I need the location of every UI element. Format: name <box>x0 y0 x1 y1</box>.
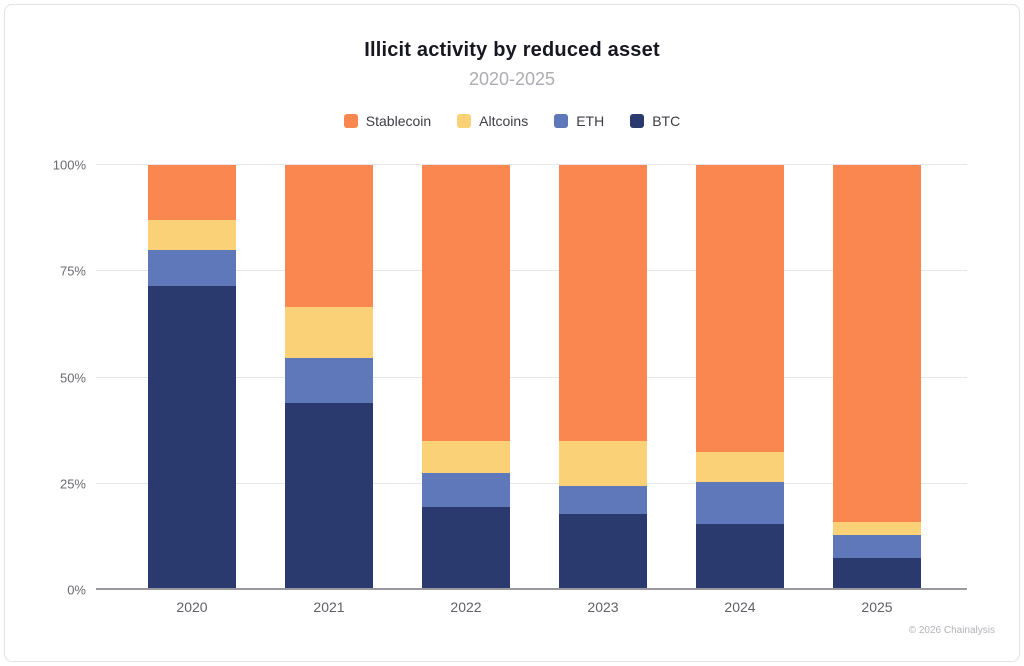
legend-swatch-altcoins <box>457 114 472 128</box>
bar-segment-btc-2024 <box>696 524 784 590</box>
legend-swatch-stablecoin <box>343 114 358 128</box>
legend-item-eth: ETH <box>554 113 604 129</box>
x-axis-tick-label-2025: 2025 <box>861 599 893 615</box>
legend-item-stablecoin: Stablecoin <box>343 113 432 129</box>
bar-segment-stablecoin-2024 <box>696 165 784 452</box>
gridline <box>96 482 967 484</box>
chart-card: Illicit activity by reduced asset 2020-2… <box>4 4 1020 662</box>
bar-2024 <box>696 165 784 590</box>
bar-segment-altcoins-2024 <box>696 451 784 482</box>
x-axis-tick-label-2021: 2021 <box>313 599 345 615</box>
bar-segment-eth-2020 <box>148 250 236 287</box>
bar-segment-eth-2025 <box>833 534 921 559</box>
bar-segment-altcoins-2022 <box>422 441 510 474</box>
legend-item-btc: BTC <box>630 113 680 129</box>
gridline <box>96 164 967 165</box>
x-axis-line <box>96 588 967 590</box>
x-axis-tick-label-2020: 2020 <box>176 599 208 615</box>
y-axis-tick-label: 0% <box>67 582 86 598</box>
bar-2020 <box>148 165 236 590</box>
x-axis-tick-label-2024: 2024 <box>724 599 756 615</box>
chart-subtitle: 2020-2025 <box>468 69 556 89</box>
bar-2022 <box>422 165 510 590</box>
bar-segment-altcoins-2025 <box>833 522 921 535</box>
bar-segment-eth-2022 <box>422 473 510 508</box>
bar-2025 <box>833 165 921 590</box>
bar-segment-eth-2021 <box>285 358 373 403</box>
bar-segment-eth-2023 <box>559 485 647 514</box>
y-axis-tick-label: 100% <box>52 157 86 173</box>
bar-segment-eth-2024 <box>696 481 784 525</box>
gridline <box>96 270 967 272</box>
bar-segment-altcoins-2023 <box>559 441 647 486</box>
legend-label-btc: BTC <box>652 113 681 129</box>
plot-wrap: 0% 25% 50% 75% 100% 2020 2021 2022 2023 2024 2025 <box>53 158 967 615</box>
legend-swatch-btc <box>630 114 645 128</box>
bar-segment-altcoins-2021 <box>285 307 373 359</box>
copyright-credit: © 2026 Chainalysis <box>908 625 995 636</box>
bar-segment-stablecoin-2025 <box>833 165 921 522</box>
chart-title: Illicit activity by reduced asset <box>364 39 660 61</box>
gridline <box>96 376 967 378</box>
bar-segment-btc-2022 <box>422 507 510 590</box>
bar-segment-stablecoin-2021 <box>285 165 373 308</box>
x-axis-tick-label-2022: 2022 <box>450 599 482 615</box>
legend: Stablecoin Altcoins ETH BTC <box>5 113 1019 129</box>
legend-label-stablecoin: Stablecoin <box>365 113 432 129</box>
bar-segment-stablecoin-2022 <box>422 165 510 442</box>
bar-segment-altcoins-2020 <box>148 220 236 250</box>
bar-segment-btc-2020 <box>148 286 236 590</box>
bar-2023 <box>559 165 647 590</box>
x-axis-labels: 2020 2021 2022 2023 2024 2025 <box>96 599 967 615</box>
bar-segment-btc-2025 <box>833 558 921 590</box>
bar-segment-stablecoin-2023 <box>559 165 647 442</box>
legend-label-altcoins: Altcoins <box>479 113 529 129</box>
bar-2021 <box>285 165 373 590</box>
legend-label-eth: ETH <box>576 113 605 129</box>
bar-segment-btc-2021 <box>285 403 373 590</box>
chart-header: Illicit activity by reduced asset 2020-2… <box>5 5 1019 90</box>
y-axis-tick-label: 75% <box>59 263 86 279</box>
legend-swatch-eth <box>554 114 569 128</box>
legend-item-altcoins: Altcoins <box>457 113 528 129</box>
y-axis-tick-label: 50% <box>59 370 86 385</box>
bar-segment-stablecoin-2020 <box>148 165 236 221</box>
bars-row <box>96 165 967 590</box>
x-axis-tick-label-2023: 2023 <box>587 599 619 615</box>
bar-segment-btc-2023 <box>559 513 647 590</box>
y-axis-tick-label: 25% <box>59 476 86 492</box>
plot-area: 0% 25% 50% 75% 100% <box>53 158 967 598</box>
